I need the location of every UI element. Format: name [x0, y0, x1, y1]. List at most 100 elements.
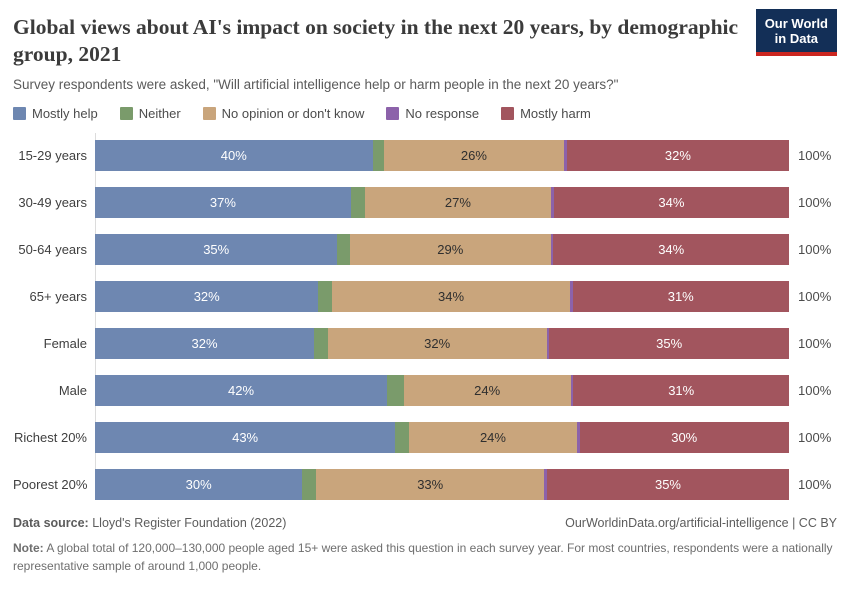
- stacked-bar: 37% 27% 34%: [95, 187, 789, 219]
- value-label: 35%: [654, 477, 681, 493]
- segment-mostly-harm: 35%: [549, 328, 789, 360]
- category-label: 65+ years: [29, 289, 87, 305]
- owid-logo: Our World in Data: [755, 9, 837, 56]
- note-text: A global total of 120,000–130,000 people…: [13, 541, 833, 574]
- segment-no-response: [550, 234, 554, 266]
- value-label: 40%: [220, 148, 247, 164]
- stacked-bar-chart: 15-29 years 40% 26% 32% 100% 30-49 years 37% 27…: [13, 133, 837, 501]
- chart-note: Note: A global total of 120,000–130,000 …: [13, 539, 837, 575]
- category-label: Male: [58, 383, 87, 399]
- segment-no-opinion-or-don-t-know: 34%: [332, 281, 570, 313]
- value-label: 29%: [437, 242, 464, 258]
- segment-mostly-help: 35%: [95, 234, 338, 266]
- legend-label: Neither: [138, 106, 181, 122]
- value-label: 32%: [193, 289, 220, 305]
- segment-no-response: [544, 469, 548, 501]
- total-label: 100%: [798, 289, 832, 305]
- stacked-bar: 43% 24% 30%: [95, 422, 789, 454]
- legend-item-no-response: No response: [386, 106, 479, 121]
- total-label: 100%: [798, 195, 832, 211]
- segment-no-response: [569, 281, 573, 313]
- segment-mostly-harm: 30%: [579, 422, 789, 454]
- legend-item-no-opinion-or-don-t-know: No opinion or don't know: [202, 106, 364, 121]
- category-label: Richest 20%: [14, 430, 87, 446]
- total-label: 100%: [798, 383, 832, 399]
- value-label: 35%: [203, 242, 230, 258]
- chart-footer: Data source: Lloyd's Register Foundation…: [0, 516, 850, 575]
- value-label: 42%: [228, 383, 255, 399]
- chart-row: 65+ years 32% 34% 31% 100%: [13, 281, 837, 313]
- chart-row: Poorest 20% 30% 33% 35% 100%: [13, 469, 837, 501]
- chart-rows: 15-29 years 40% 26% 32% 100% 30-49 years 37% 27…: [13, 140, 837, 501]
- segment-no-opinion-or-don-t-know: 32%: [327, 328, 547, 360]
- segment-mostly-help: 42%: [95, 375, 388, 407]
- page-title: Global views about AI's impact on societ…: [13, 15, 739, 66]
- data-source-label: Data source:: [13, 516, 89, 531]
- segment-mostly-help: 37%: [95, 187, 351, 219]
- segment-mostly-harm: 31%: [572, 281, 789, 313]
- segment-mostly-harm: 34%: [553, 234, 789, 266]
- total-label: 100%: [798, 336, 832, 352]
- value-label: 32%: [191, 336, 218, 352]
- neither-swatch-icon: [119, 107, 133, 121]
- segment-mostly-help: 43%: [95, 422, 396, 454]
- value-label: 31%: [667, 289, 694, 305]
- segment-no-opinion-or-don-t-know: 24%: [403, 375, 571, 407]
- legend-label: Mostly harm: [520, 106, 591, 122]
- total-label: 100%: [798, 430, 832, 446]
- value-label: 37%: [209, 195, 236, 211]
- chart-row: 15-29 years 40% 26% 32% 100%: [13, 140, 837, 172]
- category-label: Female: [43, 336, 87, 352]
- segment-mostly-harm: 35%: [547, 469, 789, 501]
- chart-row: Female 32% 32% 35% 100%: [13, 328, 837, 360]
- note-label: Note:: [13, 541, 44, 556]
- segment-no-opinion-or-don-t-know: 27%: [364, 187, 552, 219]
- stacked-bar: 40% 26% 32%: [95, 140, 789, 172]
- value-label: 30%: [671, 430, 698, 446]
- owid-logo-line2: in Data: [774, 31, 819, 47]
- stacked-bar: 30% 33% 35%: [95, 469, 789, 501]
- source-row: Data source: Lloyd's Register Foundation…: [13, 516, 837, 530]
- value-label: 31%: [668, 383, 695, 399]
- segment-no-opinion-or-don-t-know: 29%: [349, 234, 551, 266]
- stacked-bar: 32% 34% 31%: [95, 281, 789, 313]
- category-label: 50-64 years: [18, 242, 87, 258]
- segment-no-response: [570, 375, 574, 407]
- mostly-harm-swatch-icon: [501, 107, 515, 121]
- segment-neither: [395, 422, 410, 454]
- category-label: 15-29 years: [18, 148, 87, 164]
- segment-mostly-help: 30%: [95, 469, 303, 501]
- segment-neither: [302, 469, 317, 501]
- legend-label: No response: [405, 106, 480, 122]
- segment-neither: [314, 328, 328, 360]
- legend-item-neither: Neither: [119, 106, 181, 122]
- segment-no-opinion-or-don-t-know: 33%: [316, 469, 545, 501]
- value-label: 34%: [658, 195, 685, 211]
- owid-logo-line1: Our World: [764, 16, 828, 31]
- chart-page: Our World in Data Global views about AI'…: [13, 9, 837, 501]
- chart-subtitle: Survey respondents were asked, "Will art…: [13, 77, 619, 93]
- mostly-help-swatch-icon: [13, 107, 26, 121]
- segment-mostly-harm: 34%: [553, 187, 789, 219]
- chart-legend: Mostly help Neither No opinion or don't kn…: [13, 106, 837, 121]
- chart-row: Richest 20% 43% 24% 30% 100%: [13, 422, 837, 454]
- segment-mostly-help: 40%: [95, 140, 373, 172]
- value-label: 32%: [424, 336, 451, 352]
- segment-neither: [337, 234, 350, 266]
- data-source: Data source: Lloyd's Register Foundation…: [13, 516, 286, 530]
- value-label: 32%: [664, 148, 691, 164]
- stacked-bar: 35% 29% 34%: [95, 234, 789, 266]
- no-response-swatch-icon: [386, 107, 400, 121]
- chart-row: Male 42% 24% 31% 100%: [13, 375, 837, 407]
- segment-no-response: [546, 328, 550, 360]
- category-label: 30-49 years: [18, 195, 87, 211]
- segment-neither: [318, 281, 333, 313]
- total-label: 100%: [798, 477, 832, 493]
- segment-no-opinion-or-don-t-know: 24%: [409, 422, 577, 454]
- value-label: 27%: [444, 195, 471, 211]
- value-label: 43%: [232, 430, 259, 446]
- segment-mostly-harm: 31%: [573, 375, 789, 407]
- data-source-value: Lloyd's Register Foundation (2022): [92, 516, 287, 531]
- value-label: 30%: [185, 477, 212, 493]
- value-label: 24%: [474, 383, 501, 399]
